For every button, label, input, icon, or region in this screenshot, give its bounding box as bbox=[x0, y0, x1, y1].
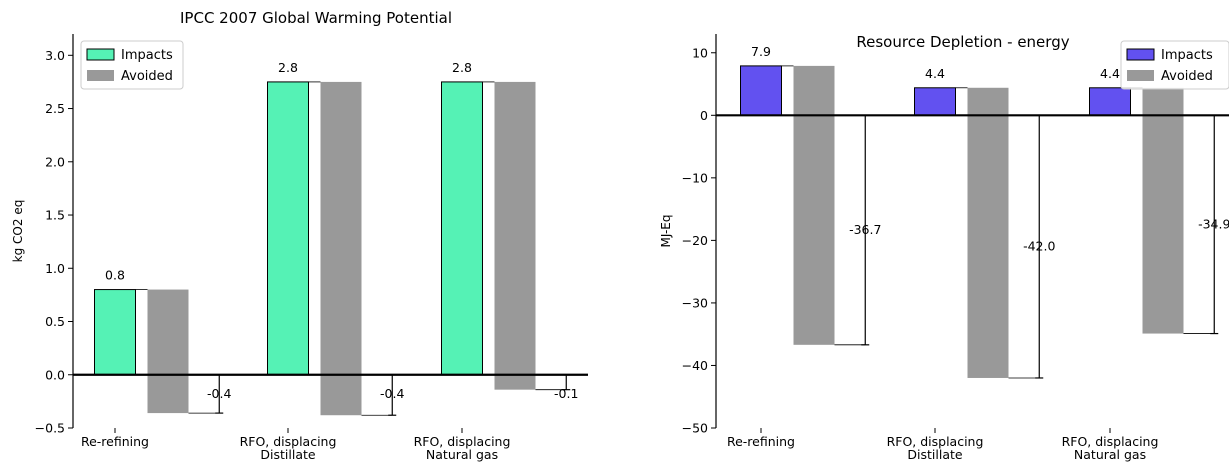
legend-swatch bbox=[1126, 48, 1155, 61]
impact-bar bbox=[740, 65, 782, 116]
x-tick-label: RFO, displacing Natural gas bbox=[414, 434, 511, 462]
impact-value-label: 2.8 bbox=[278, 60, 298, 75]
y-tick-label: −20 bbox=[682, 233, 708, 248]
y-tick-label: 0.5 bbox=[45, 314, 65, 329]
y-tick-label: 2.5 bbox=[45, 101, 65, 116]
avoided-bar bbox=[147, 289, 189, 414]
legend: Impacts Avoided bbox=[80, 40, 184, 90]
impact-value-label: 0.8 bbox=[105, 268, 125, 283]
legend-label: Impacts bbox=[121, 48, 173, 63]
y-axis-label: kg CO2 eq bbox=[11, 200, 25, 263]
avoided-bar bbox=[793, 65, 835, 345]
avoided-bar bbox=[320, 81, 362, 416]
x-tick-label: RFO, displacing Natural gas bbox=[1062, 434, 1159, 462]
net-value-label: -42.0 bbox=[1023, 239, 1055, 254]
chart-panel-energy: Resource Depletion - energy MJ-Eq −50 −40 −3… bbox=[659, 33, 1229, 462]
y-tick-label: 3.0 bbox=[45, 48, 65, 63]
x-tick-label: RFO, displacing Distillate bbox=[240, 434, 337, 462]
impact-bar bbox=[914, 87, 956, 116]
y-tick-label: −10 bbox=[682, 170, 708, 185]
avoided-bar bbox=[1142, 87, 1184, 334]
legend-label: Avoided bbox=[121, 69, 173, 84]
legend-swatch bbox=[87, 70, 114, 81]
y-tick-label: 0.0 bbox=[45, 367, 65, 382]
net-value-label: -34.9 bbox=[1198, 216, 1229, 231]
impact-bar bbox=[267, 81, 309, 376]
net-value-label: -0.4 bbox=[207, 386, 231, 401]
y-axis-label: MJ-Eq bbox=[659, 215, 673, 248]
x-tick-label: Re-refining bbox=[81, 434, 149, 449]
y-tick-label: −40 bbox=[682, 358, 708, 373]
impact-value-label: 4.4 bbox=[1100, 66, 1120, 81]
impact-value-label: 4.4 bbox=[925, 66, 945, 81]
legend: Impacts Avoided bbox=[1120, 40, 1229, 90]
y-tick-label: 1.5 bbox=[45, 208, 65, 223]
chart-panel-gwp: IPCC 2007 Global Warming Potential kg CO2… bbox=[11, 9, 588, 462]
impact-bar bbox=[94, 289, 136, 376]
y-tick-label: −50 bbox=[682, 421, 708, 436]
net-value-label: -36.7 bbox=[849, 222, 881, 237]
y-tick-label: −30 bbox=[682, 295, 708, 310]
avoided-bar bbox=[494, 81, 536, 390]
avoided-bar bbox=[967, 87, 1009, 378]
chart-title: IPCC 2007 Global Warming Potential bbox=[180, 9, 452, 27]
net-value-label: -0.4 bbox=[380, 386, 404, 401]
legend-label: Avoided bbox=[1161, 69, 1213, 84]
impact-value-label: 2.8 bbox=[452, 60, 472, 75]
y-tick-label: 0 bbox=[700, 108, 708, 123]
legend-swatch bbox=[1127, 70, 1154, 81]
y-tick-label: 1.0 bbox=[45, 261, 65, 276]
x-tick-label: Re-refining bbox=[727, 434, 795, 449]
net-value-label: -0.1 bbox=[554, 386, 578, 401]
legend-label: Impacts bbox=[1161, 48, 1213, 63]
y-tick-label: −0.5 bbox=[35, 421, 65, 436]
impact-bar bbox=[1089, 87, 1131, 116]
impact-bar bbox=[441, 81, 483, 376]
chart-title: Resource Depletion - energy bbox=[856, 33, 1069, 51]
x-tick-label: RFO, displacing Distillate bbox=[887, 434, 984, 462]
impact-value-label: 7.9 bbox=[751, 44, 771, 59]
legend-swatch bbox=[86, 48, 115, 61]
y-tick-label: 10 bbox=[692, 45, 708, 60]
y-tick-label: 2.0 bbox=[45, 154, 65, 169]
